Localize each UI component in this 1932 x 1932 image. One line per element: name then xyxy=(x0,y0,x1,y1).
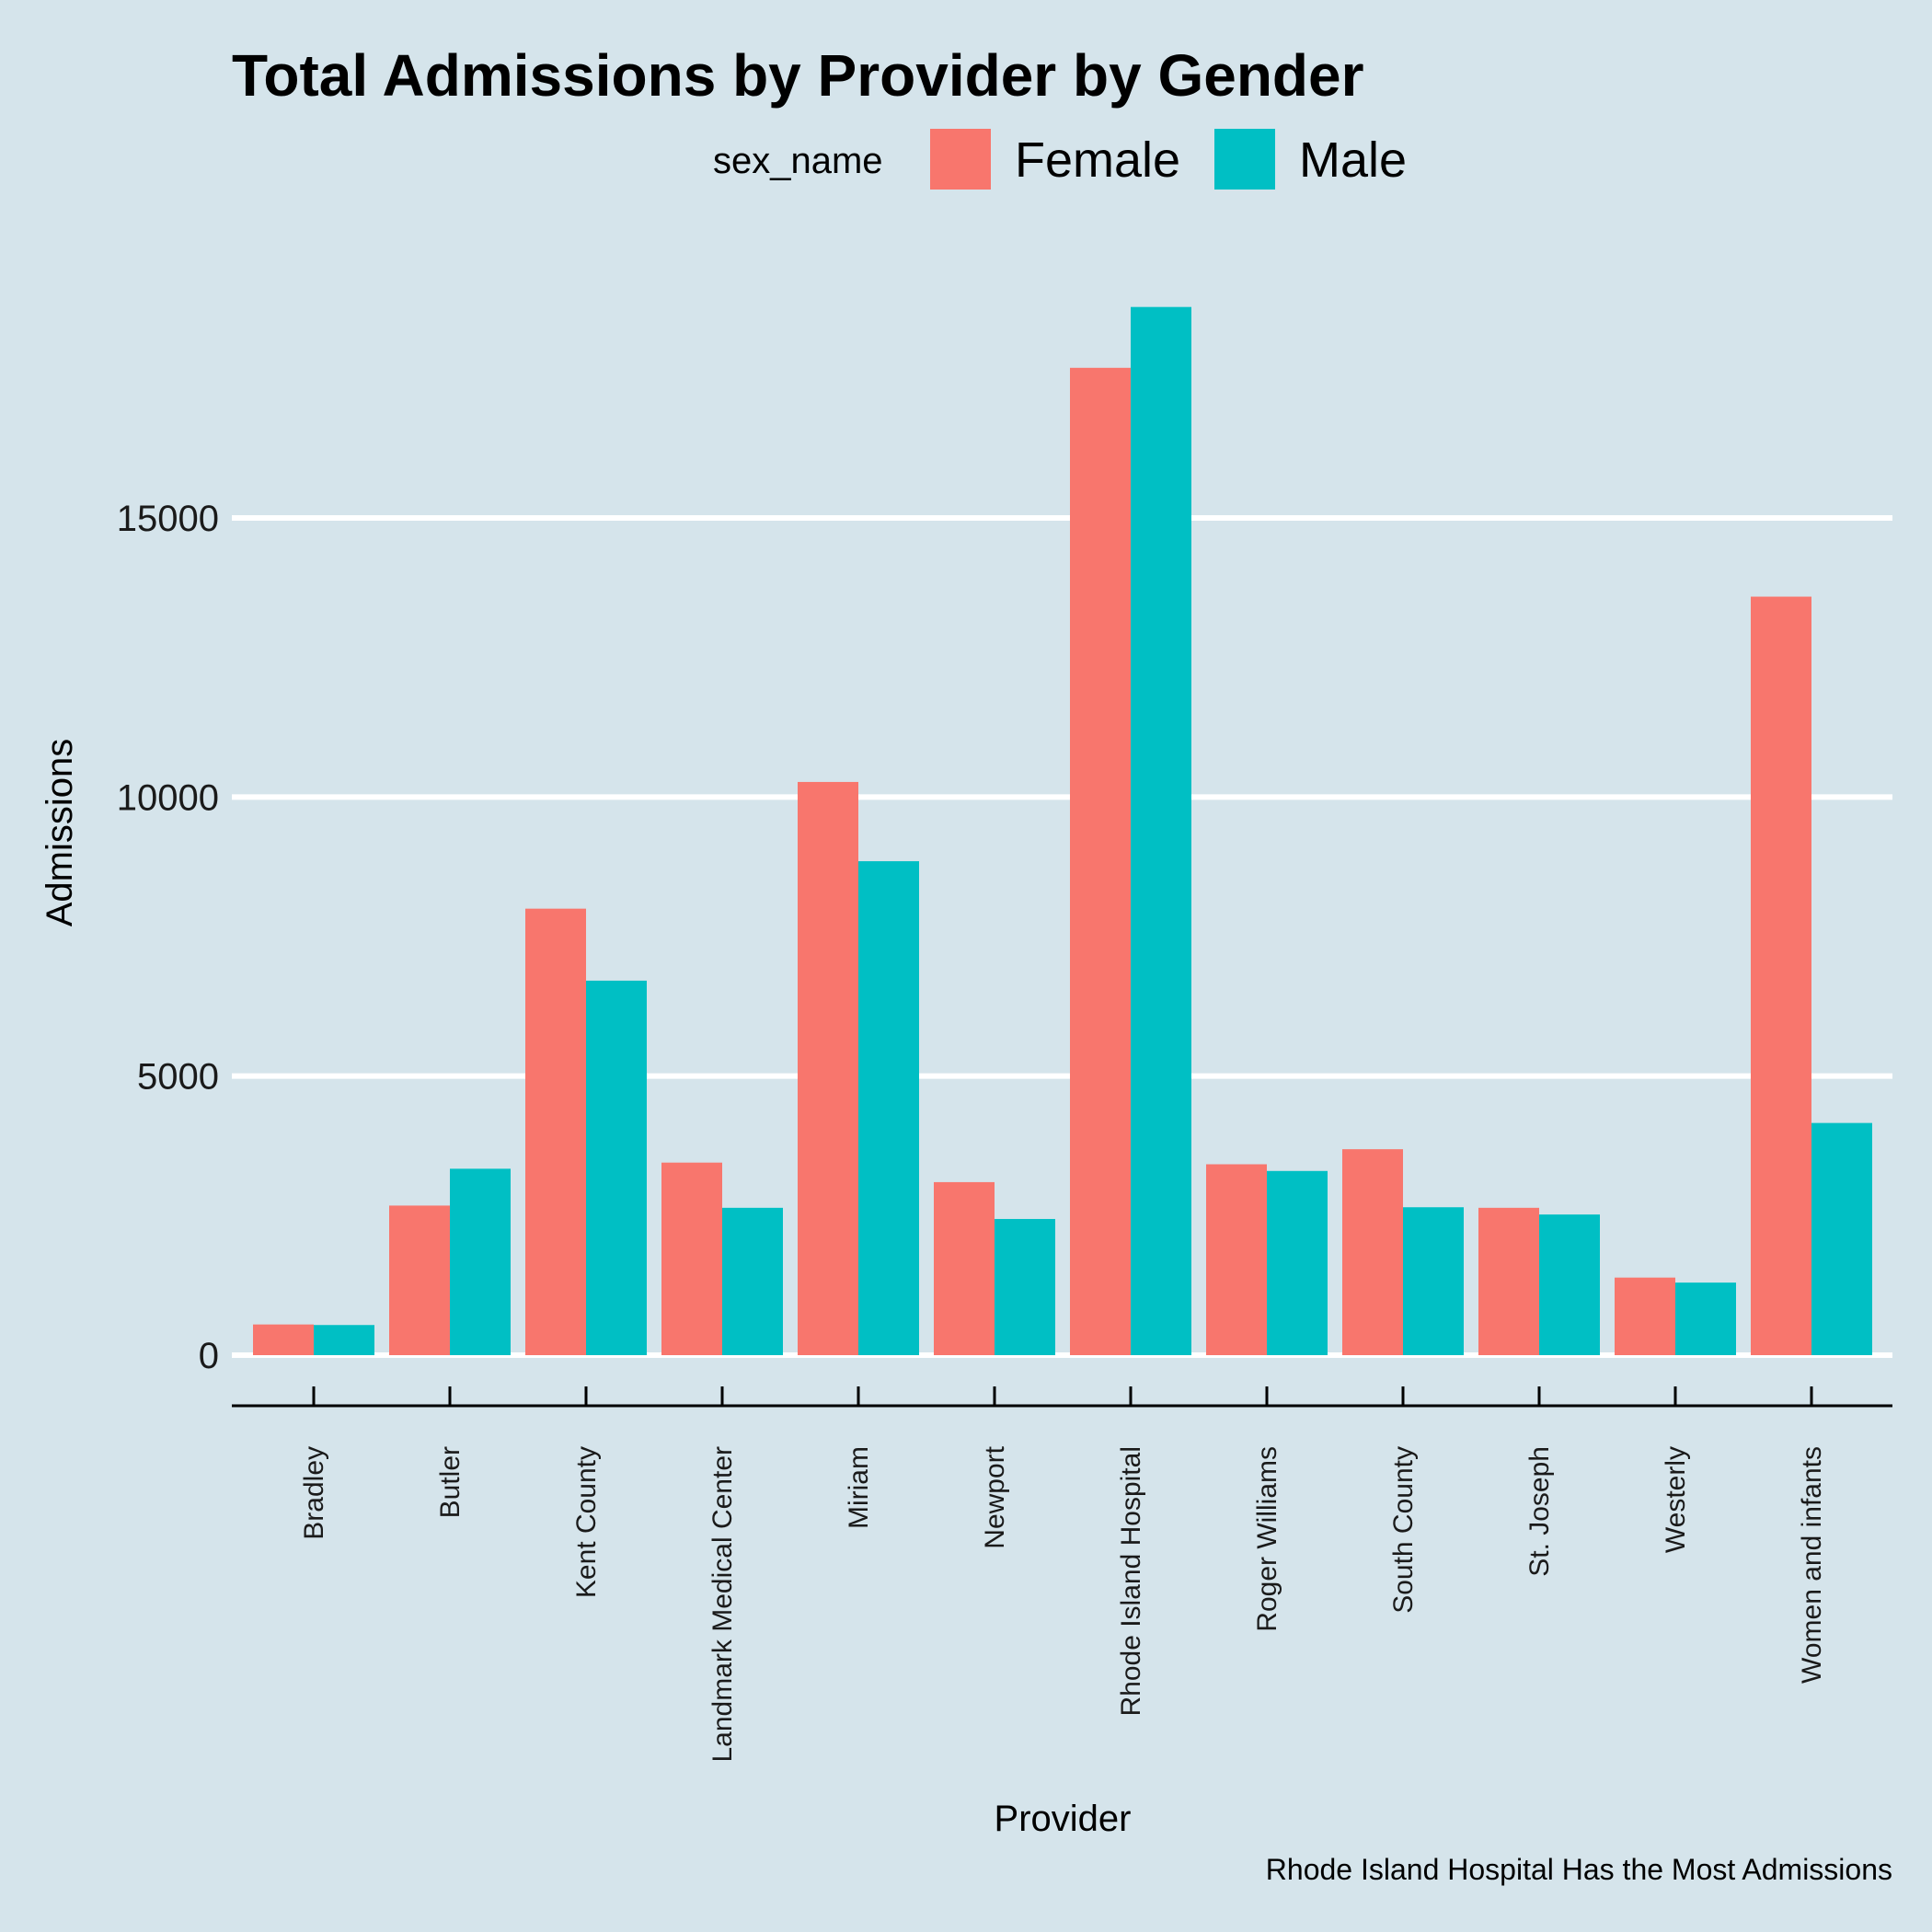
bar-female-bradley xyxy=(253,1324,314,1355)
legend-key-male xyxy=(1214,129,1275,190)
x-axis-label: Provider xyxy=(995,1799,1132,1839)
bar-male-westerly xyxy=(1675,1282,1736,1355)
x-tick-label: Roger Williams xyxy=(1252,1446,1282,1632)
chart-title: Total Admissions by Provider by Gender xyxy=(232,42,1364,109)
x-tick-label: Westerly xyxy=(1661,1446,1691,1553)
x-tick-label: Miriam xyxy=(844,1446,874,1529)
legend-title: sex_name xyxy=(713,141,883,181)
bar-female-rhode-island-hospital xyxy=(1070,367,1131,1356)
bar-female-women-and-infants xyxy=(1751,596,1811,1355)
x-tick-label: Women and infants xyxy=(1797,1446,1827,1684)
bar-male-newport xyxy=(995,1218,1055,1355)
bar-female-roger-williams xyxy=(1206,1164,1267,1355)
x-tick-label: Bradley xyxy=(299,1446,329,1540)
x-axis: Bradley Butler Kent County Landmark Medical… xyxy=(232,1386,1892,1763)
bars xyxy=(253,306,1872,1356)
bar-male-st-joseph xyxy=(1539,1214,1600,1355)
bar-female-south-county xyxy=(1342,1149,1403,1355)
bar-female-newport xyxy=(934,1181,995,1355)
bar-male-women-and-infants xyxy=(1811,1122,1872,1355)
bar-male-roger-williams xyxy=(1267,1170,1328,1355)
x-tick-label: St. Joseph xyxy=(1524,1446,1555,1577)
legend: sex_name Female Male xyxy=(713,129,1407,190)
chart-caption: Rhode Island Hospital Has the Most Admis… xyxy=(1266,1853,1892,1886)
y-axis-label: Admissions xyxy=(40,739,80,927)
y-tick-label: 5000 xyxy=(137,1057,219,1098)
x-tick-label: Kent County xyxy=(571,1446,602,1598)
y-axis: 0 5000 10000 15000 xyxy=(117,499,219,1376)
bar-female-kent-county xyxy=(525,908,586,1355)
x-tick-label: South County xyxy=(1388,1446,1419,1614)
bar-female-st-joseph xyxy=(1478,1207,1539,1355)
bar-male-rhode-island-hospital xyxy=(1131,306,1191,1356)
legend-label-male: Male xyxy=(1299,132,1407,188)
legend-label-female: Female xyxy=(1015,132,1180,188)
y-tick-label: 15000 xyxy=(117,499,219,539)
y-tick-label: 0 xyxy=(199,1336,219,1376)
x-tick-label: Butler xyxy=(435,1446,466,1518)
x-tick-label: Newport xyxy=(980,1445,1010,1548)
y-tick-label: 10000 xyxy=(117,777,219,818)
bar-female-miriam xyxy=(798,781,858,1355)
bar-female-westerly xyxy=(1615,1277,1675,1355)
bar-male-miriam xyxy=(858,861,919,1355)
x-tick-label: Rhode Island Hospital xyxy=(1116,1446,1146,1717)
bar-male-butler xyxy=(450,1168,511,1355)
bar-male-south-county xyxy=(1403,1207,1464,1355)
bar-male-landmark-medical-center xyxy=(722,1207,783,1355)
bar-female-butler xyxy=(389,1205,450,1355)
legend-key-female xyxy=(930,129,991,190)
x-tick-label: Landmark Medical Center xyxy=(707,1446,738,1763)
bar-male-kent-county xyxy=(586,980,647,1355)
bar-female-landmark-medical-center xyxy=(661,1162,722,1355)
bar-male-bradley xyxy=(314,1325,374,1355)
